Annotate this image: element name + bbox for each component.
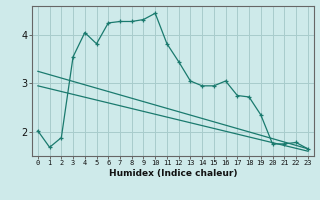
X-axis label: Humidex (Indice chaleur): Humidex (Indice chaleur) — [108, 169, 237, 178]
